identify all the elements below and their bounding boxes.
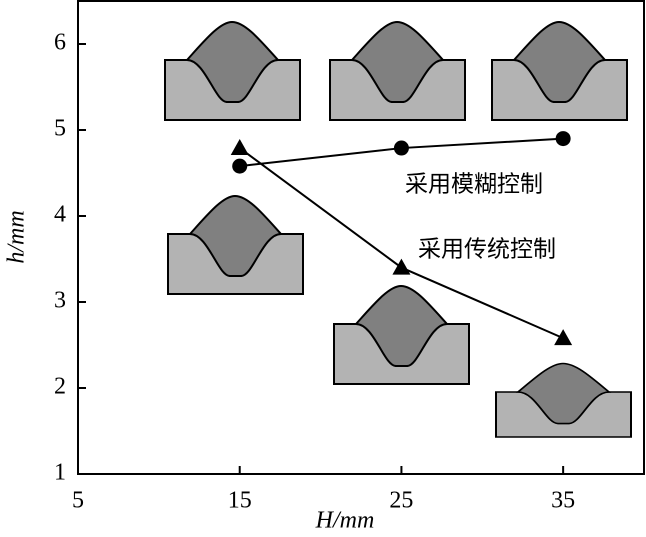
plot-frame — [77, 0, 645, 475]
x-axis-label: H/mm — [315, 508, 375, 534]
marker — [392, 258, 411, 275]
y-tick-label: 4 — [54, 202, 66, 228]
weld-icon — [164, 21, 301, 121]
y-tick-label: 6 — [54, 30, 66, 56]
weld-icon — [491, 21, 628, 121]
y-tick-label: 3 — [54, 288, 66, 314]
weld-icon — [167, 195, 304, 295]
x-tick-label: 25 — [389, 488, 413, 514]
weld-icon — [333, 285, 470, 385]
marker — [555, 131, 571, 147]
marker — [230, 139, 249, 156]
series-label: 采用传统控制 — [418, 237, 556, 263]
y-tick-label: 2 — [54, 374, 66, 400]
y-tick-label: 5 — [54, 116, 66, 142]
x-tick-label: 35 — [551, 488, 575, 514]
weld-icon — [495, 362, 632, 438]
marker — [393, 140, 409, 156]
y-axis-label: h/mm — [4, 210, 30, 263]
series-label: 采用模糊控制 — [405, 172, 543, 198]
x-tick-label: 15 — [228, 488, 252, 514]
y-tick-label: 1 — [54, 460, 66, 486]
marker — [554, 329, 573, 346]
weld-icon — [329, 21, 466, 121]
x-tick-label: 5 — [72, 488, 84, 514]
marker — [232, 158, 248, 174]
